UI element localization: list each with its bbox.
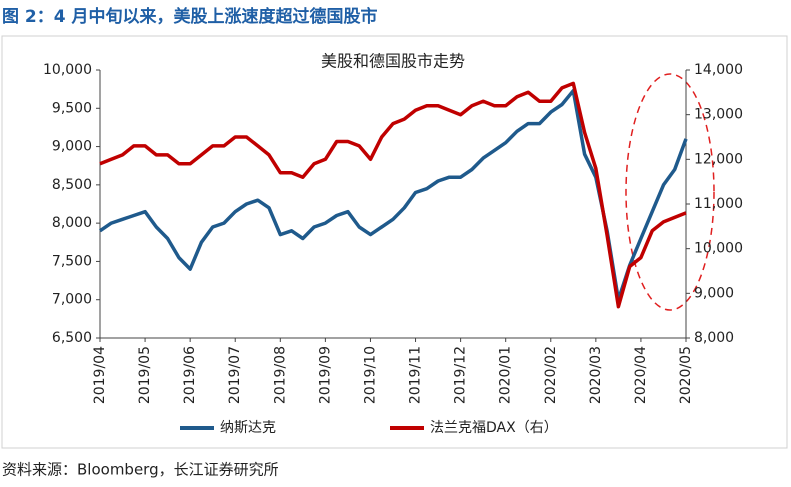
figure-heading: 图 2：4 月中旬以来，美股上涨速度超过德国股市 [2,6,378,27]
x-tick-label: 2020/03 [588,346,604,404]
y2-tick-label: 13,000 [694,107,743,123]
x-tick-label: 2019/05 [137,346,153,404]
y-tick-label: 6,500 [52,330,92,346]
x-tick-label: 2020/02 [543,346,559,404]
y-tick-label: 9,000 [52,139,92,155]
chart-title: 美股和德国股市走势 [321,52,465,71]
chart-frame [1,35,788,449]
y2-tick-label: 8,000 [694,330,734,346]
y2-tick-label: 9,000 [694,285,734,301]
y2-tick-label: 11,000 [694,196,743,212]
x-tick-label: 2019/04 [92,346,108,404]
y2-tick-label: 14,000 [694,62,743,78]
x-tick-label: 2019/07 [227,346,243,404]
series-line [99,81,687,309]
y2-tick-label: 10,000 [694,241,743,257]
x-tick-label: 2019/12 [453,346,469,404]
x-tick-label: 2020/04 [633,346,649,404]
y-tick-label: 8,500 [52,177,92,193]
source-note: 资料来源：Bloomberg，长江证券研究所 [2,461,279,479]
x-tick-label: 2020/01 [498,346,514,404]
x-tick-label: 2019/08 [272,346,288,404]
y-tick-label: 9,500 [52,100,92,116]
legend-label: 法兰克福DAX（右） [430,420,558,436]
highlight-ellipse [625,73,715,311]
legend-label: 纳斯达克 [220,420,276,436]
x-tick-label: 2019/10 [362,346,378,404]
y-tick-label: 7,000 [52,292,92,308]
series-line [99,88,688,302]
x-tick-label: 2020/05 [678,346,694,404]
x-tick-label: 2019/11 [408,346,424,404]
y-tick-label: 7,500 [52,253,92,269]
y-tick-label: 10,000 [43,62,92,78]
y-tick-label: 8,000 [52,215,92,231]
y2-tick-label: 12,000 [694,151,743,167]
x-tick-label: 2019/06 [182,346,198,404]
x-tick-label: 2019/09 [317,346,333,404]
